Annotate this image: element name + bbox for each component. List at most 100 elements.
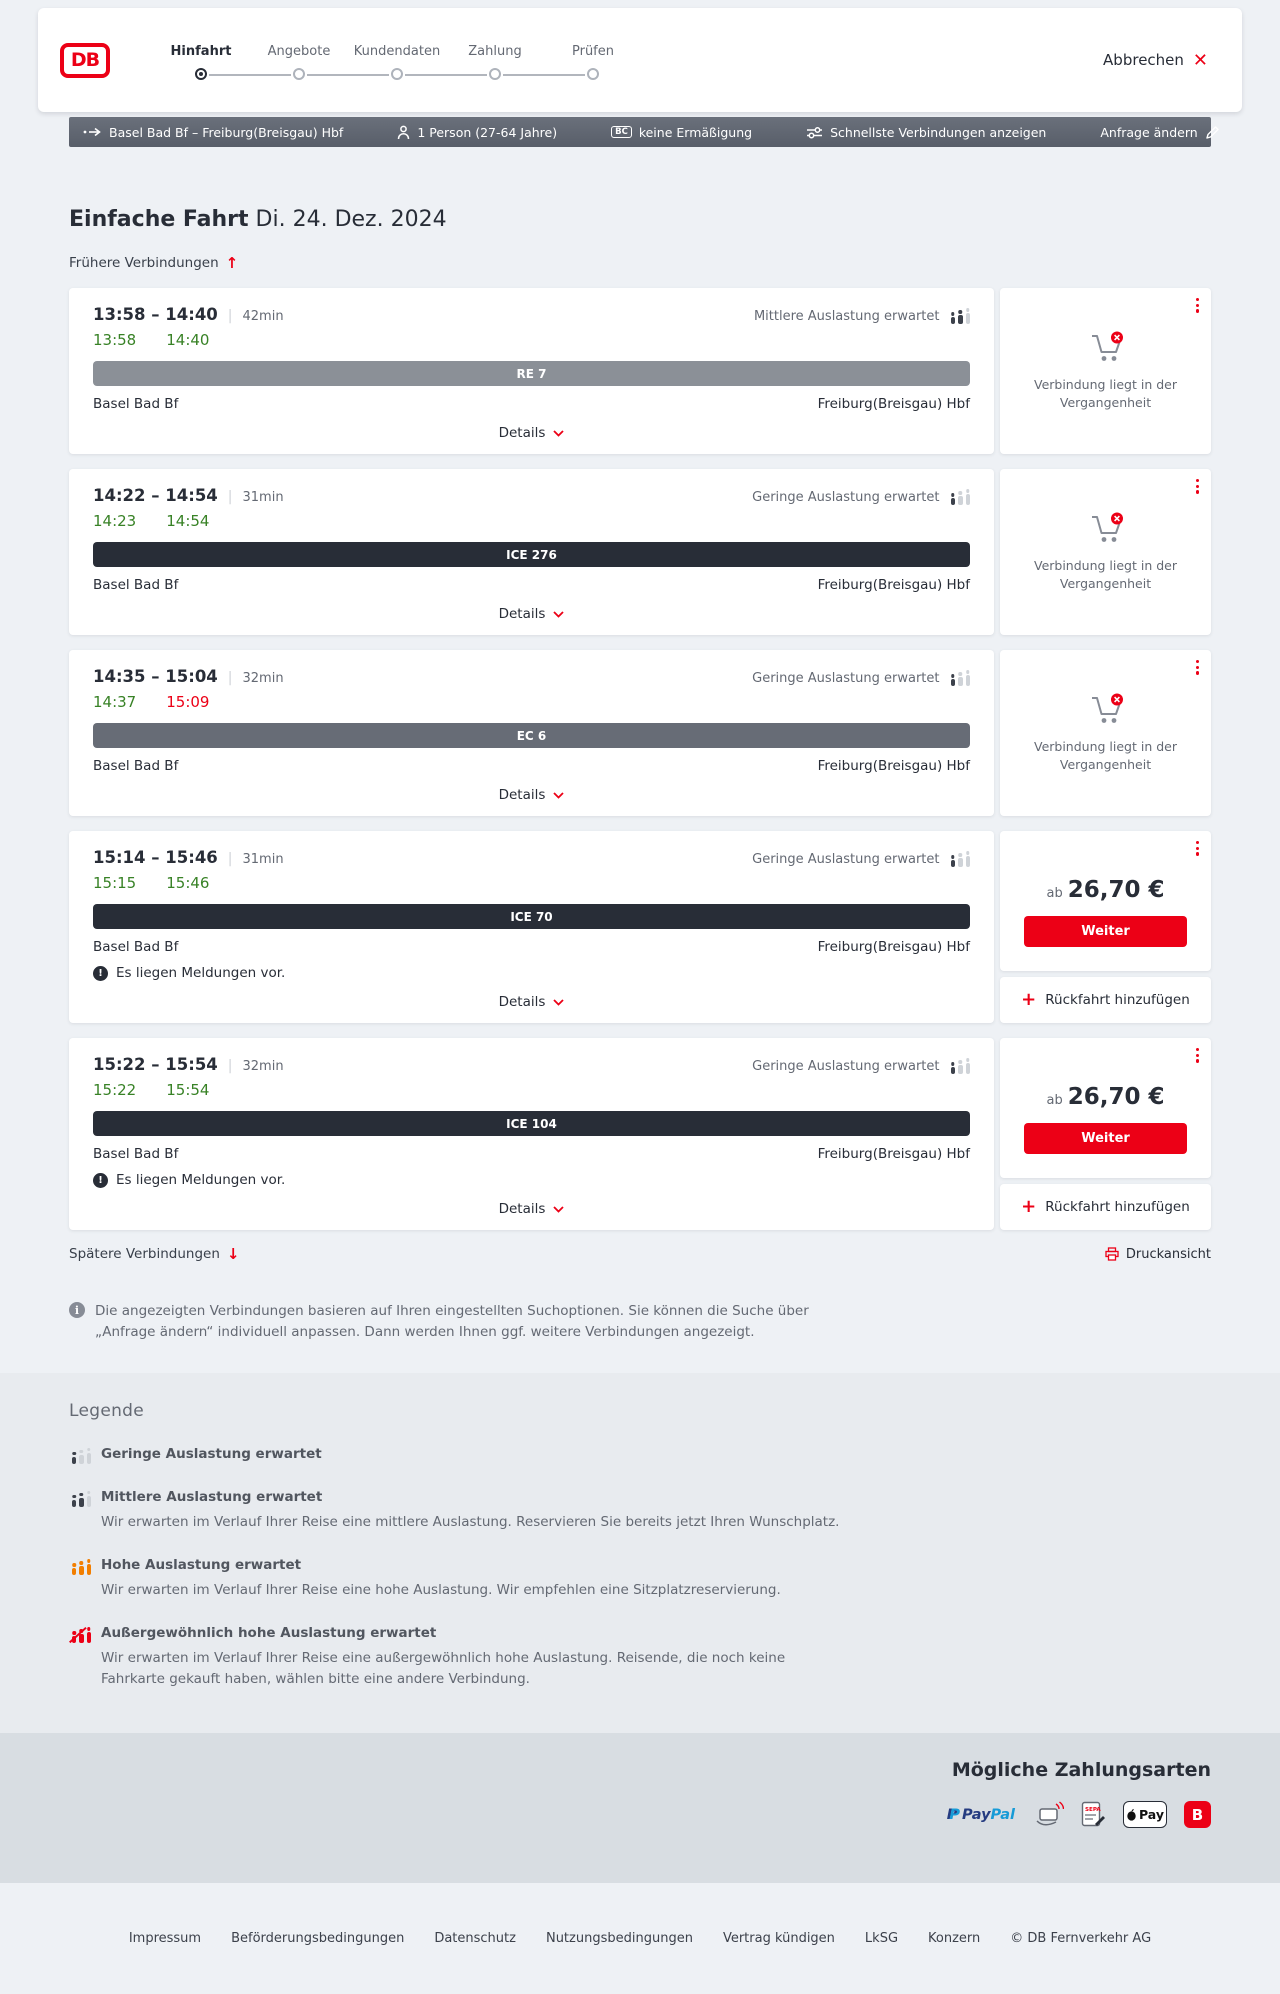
occupancy-low-icon xyxy=(69,1446,91,1464)
step-angebote[interactable]: Angebote xyxy=(250,44,389,80)
messages-text: Es liegen Meldungen vor. xyxy=(116,965,286,981)
details-toggle[interactable]: Details xyxy=(93,425,970,441)
connection-head: 15:22 – 15:54 | 32min Geringe Auslastung… xyxy=(93,1055,970,1074)
connection-row: 13:58 – 14:40 | 42min Mittlere Auslastun… xyxy=(69,288,1211,454)
more-options-button[interactable] xyxy=(1195,660,1199,675)
price-value: 26,70 € xyxy=(1067,877,1165,903)
details-toggle[interactable]: Details xyxy=(93,1201,970,1217)
connection-card[interactable]: 14:22 – 14:54 | 31min Geringe Auslastung… xyxy=(69,469,994,635)
price: ab 26,70 € xyxy=(1047,877,1165,903)
step-zahlung[interactable]: Zahlung xyxy=(446,44,585,80)
continue-button[interactable]: Weiter xyxy=(1024,1123,1187,1154)
realtime-arrival: 15:54 xyxy=(166,1081,210,1099)
destination-station: Freiburg(Breisgau) Hbf xyxy=(817,577,970,593)
route-text: Basel Bad Bf – Freiburg(Breisgau) Hbf xyxy=(109,124,344,140)
change-request-label: Anfrage ändern xyxy=(1100,124,1198,140)
time-range: 15:14 – 15:46 xyxy=(93,848,218,867)
train-segment-bar[interactable]: RE 7 xyxy=(93,361,970,386)
footer-link-konzern[interactable]: Konzern xyxy=(928,1930,981,1946)
destination-station: Freiburg(Breisgau) Hbf xyxy=(817,758,970,774)
step-kundendaten[interactable]: Kundendaten xyxy=(348,44,487,80)
cart-unavailable-icon xyxy=(1091,512,1123,542)
continue-button[interactable]: Weiter xyxy=(1024,916,1187,947)
more-options-button[interactable] xyxy=(1195,479,1199,494)
train-segment-bar[interactable]: ICE 70 xyxy=(93,904,970,929)
footer-link-vertrag-kuendigen[interactable]: Vertrag kündigen xyxy=(722,1930,835,1946)
footer: Impressum Beförderungsbedingungen Datens… xyxy=(0,1882,1280,1994)
price-prefix: ab xyxy=(1046,1093,1063,1108)
occupancy-indicator: Geringe Auslastung erwartet xyxy=(752,487,970,505)
occupancy-label: Mittlere Auslastung erwartet xyxy=(753,309,940,324)
earlier-connections-link[interactable]: Frühere Verbindungen ↑ xyxy=(69,254,238,272)
print-view-link[interactable]: Druckansicht xyxy=(1105,1247,1211,1262)
connection-list: 13:58 – 14:40 | 42min Mittlere Auslastun… xyxy=(69,288,1211,1230)
details-toggle[interactable]: Details xyxy=(93,994,970,1010)
footer-link-datenschutz[interactable]: Datenschutz xyxy=(434,1930,516,1946)
realtime-arrival: 14:40 xyxy=(166,331,210,349)
connection-side-panel: Verbindung liegt in der Vergangenheit xyxy=(1000,469,1211,635)
legend-label: Geringe Auslastung erwartet xyxy=(101,1445,322,1462)
pencil-icon xyxy=(1205,125,1219,139)
details-toggle[interactable]: Details xyxy=(93,606,970,622)
train-segment-bar[interactable]: ICE 104 xyxy=(93,1111,970,1136)
separator: | xyxy=(227,851,233,867)
occupancy-low-icon xyxy=(948,849,970,867)
footer-link-impressum[interactable]: Impressum xyxy=(128,1930,202,1946)
page-title: Einfache Fahrt Di. 24. Dez. 2024 xyxy=(69,207,1211,232)
stations-row: Basel Bad Bf Freiburg(Breisgau) Hbf xyxy=(93,396,970,412)
messages-row: ! Es liegen Meldungen vor. xyxy=(93,965,970,981)
more-options-button[interactable] xyxy=(1195,841,1199,856)
footer-link-befoerderungsbedingungen[interactable]: Beförderungsbedingungen xyxy=(231,1930,405,1946)
passenger-summary: 1 Person (27-64 Jahre) xyxy=(397,125,557,140)
add-return-button[interactable]: + Rückfahrt hinzufügen xyxy=(1000,1184,1211,1230)
realtime-departure: 15:22 xyxy=(93,1081,137,1099)
connection-head: 14:22 – 14:54 | 31min Geringe Auslastung… xyxy=(93,486,970,505)
paypal-p1: P xyxy=(946,1806,958,1823)
change-request-button[interactable]: Anfrage ändern xyxy=(1100,125,1219,140)
db-logo[interactable]: DB xyxy=(60,42,110,78)
stations-row: Basel Bad Bf Freiburg(Breisgau) Hbf xyxy=(93,577,970,593)
occupancy-indicator: Mittlere Auslastung erwartet xyxy=(754,306,970,324)
connection-head: 13:58 – 14:40 | 42min Mittlere Auslastun… xyxy=(93,305,970,324)
connection-card[interactable]: 15:22 – 15:54 | 32min Geringe Auslastung… xyxy=(69,1038,994,1230)
connection-row: 15:22 – 15:54 | 32min Geringe Auslastung… xyxy=(69,1038,1211,1230)
step-label: Kundendaten xyxy=(353,44,441,59)
more-options-button[interactable] xyxy=(1195,298,1199,313)
footer-link-nutzungsbedingungen[interactable]: Nutzungsbedingungen xyxy=(545,1930,693,1946)
payment-title: Mögliche Zahlungsarten xyxy=(951,1758,1211,1781)
cancel-button[interactable]: Abbrechen ✕ xyxy=(1103,50,1208,71)
footer-link-lksg[interactable]: LkSG xyxy=(864,1930,899,1946)
connection-head: 15:14 – 15:46 | 31min Geringe Auslastung… xyxy=(93,848,970,867)
printer-icon xyxy=(1105,1247,1119,1261)
svg-text:SEPA: SEPA xyxy=(1085,1807,1101,1813)
later-connections-link[interactable]: Spätere Verbindungen ↓ xyxy=(69,1245,239,1263)
fastest-connections-toggle[interactable]: Schnellste Verbindungen anzeigen xyxy=(806,125,1046,140)
step-pruefen[interactable]: Prüfen xyxy=(544,44,642,80)
duration: 31min xyxy=(242,490,284,505)
train-segment-bar[interactable]: EC 6 xyxy=(93,723,970,748)
step-dot-active-icon xyxy=(195,68,207,80)
train-segment-bar[interactable]: ICE 276 xyxy=(93,542,970,567)
results-section: Einfache Fahrt Di. 24. Dez. 2024 Frühere… xyxy=(69,147,1211,1343)
origin-station: Basel Bad Bf xyxy=(93,396,179,412)
more-options-button[interactable] xyxy=(1195,1048,1199,1063)
occupancy-low-icon xyxy=(948,1056,970,1074)
connection-head: 14:35 – 15:04 | 32min Geringe Auslastung… xyxy=(93,667,970,686)
plus-icon: + xyxy=(1021,1196,1037,1217)
realtime-arrival: 14:54 xyxy=(166,512,210,530)
connection-card[interactable]: 14:35 – 15:04 | 32min Geringe Auslastung… xyxy=(69,650,994,816)
add-return-button[interactable]: + Rückfahrt hinzufügen xyxy=(1000,977,1211,1023)
occupancy-medium-icon xyxy=(948,306,970,324)
cancel-label: Abbrechen xyxy=(1103,51,1184,69)
connection-card[interactable]: 13:58 – 14:40 | 42min Mittlere Auslastun… xyxy=(69,288,994,454)
step-hinfahrt[interactable]: Hinfahrt xyxy=(152,44,291,80)
occupancy-label: Geringe Auslastung erwartet xyxy=(752,1059,940,1074)
legend-description: Wir erwarten im Verlauf Ihrer Reise eine… xyxy=(101,1513,840,1530)
warning-icon: ! xyxy=(93,965,108,981)
cart-unavailable-icon xyxy=(1091,693,1123,723)
connection-card[interactable]: 15:14 – 15:46 | 31min Geringe Auslastung… xyxy=(69,831,994,1023)
details-toggle[interactable]: Details xyxy=(93,787,970,803)
past-note: Verbindung liegt in der Vergangenheit xyxy=(1033,377,1177,411)
copyright: © DB Fernverkehr AG xyxy=(1010,1930,1152,1946)
trip-type: Einfache Fahrt xyxy=(69,207,249,232)
